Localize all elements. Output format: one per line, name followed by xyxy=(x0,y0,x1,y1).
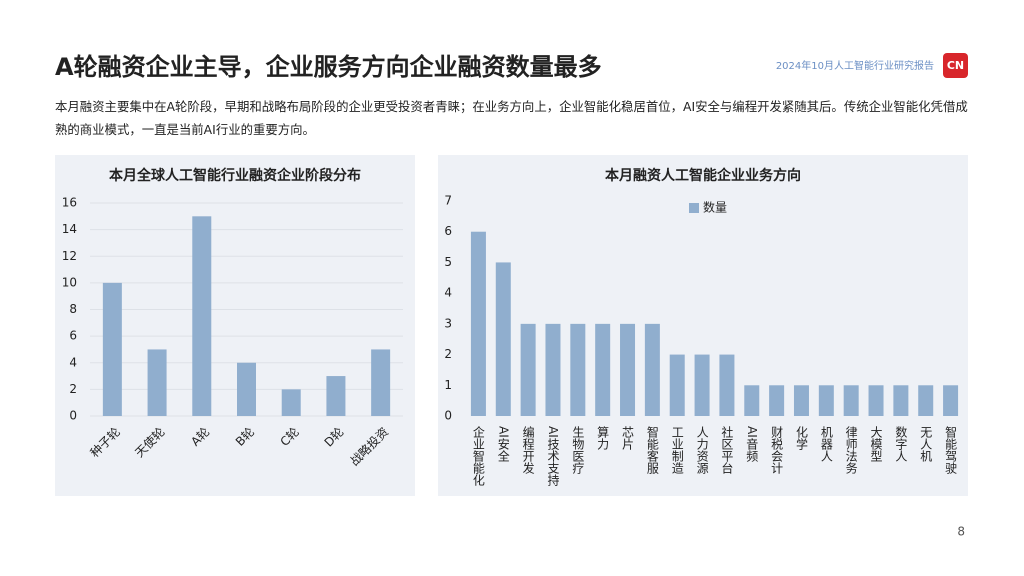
x-tick-label: 生物医疗 xyxy=(571,426,585,475)
page-number: 8 xyxy=(957,525,965,539)
x-tick-label: AI安全 xyxy=(496,426,510,462)
x-tick-label: 工业制造 xyxy=(670,426,684,474)
bar xyxy=(818,385,834,416)
bar xyxy=(371,349,391,416)
page-title: A轮融资企业主导，企业服务方向企业融资数量最多 xyxy=(55,53,602,81)
y-tick-label: 3 xyxy=(444,316,452,330)
y-tick-label: 6 xyxy=(69,329,77,343)
x-tick-label: 企业智能化 xyxy=(471,425,485,487)
x-tick-label: 编程开发 xyxy=(521,425,535,474)
x-tick-label: 律师法务 xyxy=(844,426,858,474)
bar xyxy=(868,385,884,416)
bar xyxy=(744,385,760,416)
x-tick-label: 大模型 xyxy=(869,426,883,462)
bar xyxy=(644,323,660,416)
bar xyxy=(595,323,611,416)
bar xyxy=(281,389,301,416)
x-tick-label: 芯片 xyxy=(621,426,635,450)
bar xyxy=(237,362,256,416)
bar xyxy=(102,282,122,416)
bar xyxy=(669,354,685,416)
x-tick-label: AI技术支持 xyxy=(546,426,560,486)
chart-title: 本月全球人工智能行业融资企业阶段分布 xyxy=(109,167,361,184)
x-tick-label: 数字人 xyxy=(894,425,908,462)
y-tick-label: 10 xyxy=(62,275,77,289)
bar xyxy=(694,354,710,416)
x-tick-label: 算力 xyxy=(596,425,610,451)
bar xyxy=(843,385,859,416)
bar xyxy=(769,385,785,416)
bar xyxy=(192,216,212,416)
x-tick-label: 智能客服 xyxy=(645,425,659,475)
bar xyxy=(326,376,346,416)
x-tick-label: 财税会计 xyxy=(770,426,784,474)
description: 本月融资主要集中在A轮阶段，早期和战略布局阶段的企业更受投资者青睐；在业务方向上… xyxy=(55,99,968,137)
y-tick-label: 0 xyxy=(444,409,452,423)
bar xyxy=(893,385,909,416)
x-tick-label: 化学 xyxy=(794,426,808,450)
x-tick-label: AI音频 xyxy=(745,426,759,462)
x-tick-label: 机器人 xyxy=(819,426,833,462)
y-tick-label: 0 xyxy=(69,409,77,423)
y-tick-label: 5 xyxy=(444,255,452,269)
logo: CN xyxy=(947,59,964,72)
x-tick-label: 人力资源 xyxy=(695,426,709,475)
y-tick-label: 12 xyxy=(62,249,77,263)
y-tick-label: 7 xyxy=(444,194,452,208)
logo-box xyxy=(943,53,968,78)
bar xyxy=(793,385,809,416)
bar xyxy=(147,349,167,416)
x-tick-label: 无人机 xyxy=(919,426,933,462)
bar xyxy=(470,231,486,416)
y-tick-label: 4 xyxy=(444,286,452,300)
bar xyxy=(918,385,934,416)
bar xyxy=(570,323,586,416)
y-tick-label: 6 xyxy=(444,224,452,238)
y-tick-label: 16 xyxy=(62,196,77,210)
bar xyxy=(545,323,561,416)
bar xyxy=(620,323,636,416)
bar xyxy=(943,385,959,416)
y-tick-label: 4 xyxy=(69,355,77,369)
bar xyxy=(495,262,511,416)
legend-label: 数量 xyxy=(703,200,727,215)
chart-title: 本月融资人工智能企业业务方向 xyxy=(605,167,801,184)
y-tick-label: 8 xyxy=(69,302,77,316)
y-tick-label: 14 xyxy=(62,222,77,236)
y-tick-label: 2 xyxy=(444,347,452,361)
y-tick-label: 2 xyxy=(69,382,77,396)
legend-swatch xyxy=(689,203,699,213)
bar xyxy=(719,354,735,416)
x-tick-label: 智能驾驶 xyxy=(944,425,958,475)
bar xyxy=(520,323,536,416)
x-tick-label: 社区平台 xyxy=(720,425,734,474)
report-label: 2024年10月人工智能行业研究报告 xyxy=(776,59,934,72)
y-tick-label: 1 xyxy=(444,378,452,392)
